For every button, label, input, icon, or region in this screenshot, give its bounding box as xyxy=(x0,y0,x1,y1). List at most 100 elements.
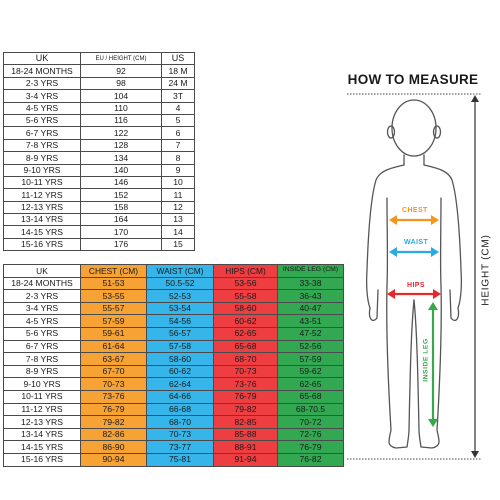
table-row: 8-9 YRS 134 8 xyxy=(3,151,195,165)
cell-eu-height: 158 xyxy=(80,200,162,215)
cell-chest: 63-67 xyxy=(80,352,147,366)
cell-waist: 52-53 xyxy=(146,289,214,303)
cell-uk-size: 7-8 YRS xyxy=(3,352,81,366)
cell-eu-height: 176 xyxy=(80,237,162,252)
table-row: 12-13 YRS 158 12 xyxy=(3,200,195,215)
cell-uk-size: 4-5 YRS xyxy=(3,314,81,328)
cell-hips: 73-76 xyxy=(213,377,278,391)
table-row: 8-9 YRS 67-70 60-62 70-73 59-62 xyxy=(3,364,344,379)
cell-waist: 58-60 xyxy=(146,352,214,366)
chest-label: CHEST xyxy=(402,207,428,214)
cell-us-size: 4 xyxy=(161,101,195,115)
cell-chest: 76-79 xyxy=(80,402,147,417)
header-inside-leg: INSIDE LEG (CM) xyxy=(277,264,344,278)
cell-hips: 76-79 xyxy=(213,389,278,404)
cell-chest: 82-86 xyxy=(80,427,147,442)
table-row: 11-12 YRS 76-79 66-68 79-82 68-70.5 xyxy=(3,402,344,417)
header-us: US xyxy=(161,51,195,66)
cell-eu-height: 98 xyxy=(80,76,162,91)
table-row: 15-16 YRS 90-94 75-81 91-94 76-82 xyxy=(3,452,344,467)
cell-inside-leg: 62-65 xyxy=(277,377,344,391)
header-eu-height: EU / HEIGHT (CM) xyxy=(80,51,162,66)
cell-hips: 79-82 xyxy=(213,402,278,417)
table-row: 11-12 YRS 152 11 xyxy=(3,188,195,202)
body-measurements-table: UK CHEST (CM) WAIST (CM) HIPS (CM) INSID… xyxy=(3,264,344,467)
cell-uk-size: 10-11 YRS xyxy=(3,389,81,404)
cell-waist: 60-62 xyxy=(146,364,214,379)
cell-waist: 64-66 xyxy=(146,389,214,404)
cell-inside-leg: 70-72 xyxy=(277,415,344,429)
table-row: 13-14 YRS 82-86 70-73 85-88 72-76 xyxy=(3,427,344,442)
table-row: 12-13 YRS 79-82 68-70 82-85 70-72 xyxy=(3,415,344,429)
table-row: 2-3 YRS 98 24 M xyxy=(3,76,195,91)
cell-chest: 61-64 xyxy=(80,339,147,354)
cell-us-size: 6 xyxy=(161,126,195,140)
cell-inside-leg: 36-43 xyxy=(277,289,344,303)
table-row: 5-6 YRS 59-61 56-57 62-65 47-52 xyxy=(3,326,344,341)
cell-inside-leg: 33-38 xyxy=(277,276,344,291)
cell-hips: 82-85 xyxy=(213,415,278,429)
header-waist: WAIST (CM) xyxy=(146,264,214,278)
cell-waist: 57-58 xyxy=(146,339,214,354)
table-row: 7-8 YRS 63-67 58-60 68-70 57-59 xyxy=(3,352,344,366)
header-hips: HIPS (CM) xyxy=(213,264,278,278)
table-row: 14-15 YRS 86-90 73-77 88-91 76-79 xyxy=(3,440,344,454)
cell-waist: 75-81 xyxy=(146,452,214,467)
header-chest: CHEST (CM) xyxy=(80,264,147,278)
cell-eu-height: 164 xyxy=(80,213,162,227)
cell-hips: 58-60 xyxy=(213,301,278,316)
cell-uk-size: 18-24 MONTHS xyxy=(3,64,81,78)
cell-hips: 85-88 xyxy=(213,427,278,442)
cell-waist: 56-57 xyxy=(146,326,214,341)
cell-us-size: 24 M xyxy=(161,76,195,91)
cell-eu-height: 170 xyxy=(80,225,162,239)
cell-us-size: 15 xyxy=(161,237,195,252)
cell-uk-size: 6-7 YRS xyxy=(3,126,81,140)
cell-waist: 53-54 xyxy=(146,301,214,316)
measurement-figure xyxy=(347,93,482,460)
cell-chest: 67-70 xyxy=(80,364,147,379)
table-row: 18-24 MONTHS 51-53 50.5-52 53-56 33-38 xyxy=(3,276,344,291)
cell-uk-size: 13-14 YRS xyxy=(3,213,81,227)
cell-waist: 73-77 xyxy=(146,440,214,454)
table-row: 6-7 YRS 61-64 57-58 65-68 52-56 xyxy=(3,339,344,354)
cell-uk-size: 2-3 YRS xyxy=(3,289,81,303)
cell-inside-leg: 68-70.5 xyxy=(277,402,344,417)
cell-hips: 65-68 xyxy=(213,339,278,354)
cell-us-size: 14 xyxy=(161,225,195,239)
cell-hips: 53-56 xyxy=(213,276,278,291)
cell-uk-size: 11-12 YRS xyxy=(3,402,81,417)
cell-chest: 51-53 xyxy=(80,276,147,291)
cell-hips: 88-91 xyxy=(213,440,278,454)
cell-uk-size: 11-12 YRS xyxy=(3,188,81,202)
table-row: 3-4 YRS 55-57 53-54 58-60 40-47 xyxy=(3,301,344,316)
size-conversion-table: UK EU / HEIGHT (CM) US 18-24 MONTHS 92 18 … xyxy=(3,51,195,252)
cell-uk-size: 2-3 YRS xyxy=(3,76,81,91)
cell-hips: 68-70 xyxy=(213,352,278,366)
table-row: 2-3 YRS 53-55 52-53 55-58 36-43 xyxy=(3,289,344,303)
cell-eu-height: 140 xyxy=(80,163,162,177)
cell-chest: 73-76 xyxy=(80,389,147,404)
cell-hips: 62-65 xyxy=(213,326,278,341)
table-row: 9-10 YRS 140 9 xyxy=(3,163,195,177)
cell-uk-size: 4-5 YRS xyxy=(3,101,81,115)
cell-waist: 66-68 xyxy=(146,402,214,417)
cell-inside-leg: 72-76 xyxy=(277,427,344,442)
cell-eu-height: 116 xyxy=(80,113,162,128)
cell-uk-size: 12-13 YRS xyxy=(3,415,81,429)
cell-uk-size: 8-9 YRS xyxy=(3,364,81,379)
cell-us-size: 10 xyxy=(161,175,195,190)
cell-waist: 70-73 xyxy=(146,427,214,442)
waist-label: WAIST xyxy=(404,239,429,246)
cell-inside-leg: 47-52 xyxy=(277,326,344,341)
cell-eu-height: 92 xyxy=(80,64,162,78)
table-row: 18-24 MONTHS 92 18 M xyxy=(3,64,195,78)
hips-label: HIPS xyxy=(407,282,425,289)
cell-uk-size: 15-16 YRS xyxy=(3,452,81,467)
cell-chest: 86-90 xyxy=(80,440,147,454)
cell-us-size: 11 xyxy=(161,188,195,202)
inside-leg-label: INSIDE LEG xyxy=(422,338,430,382)
cell-uk-size: 3-4 YRS xyxy=(3,89,81,103)
cell-uk-size: 10-11 YRS xyxy=(3,175,81,190)
cell-inside-leg: 57-59 xyxy=(277,352,344,366)
